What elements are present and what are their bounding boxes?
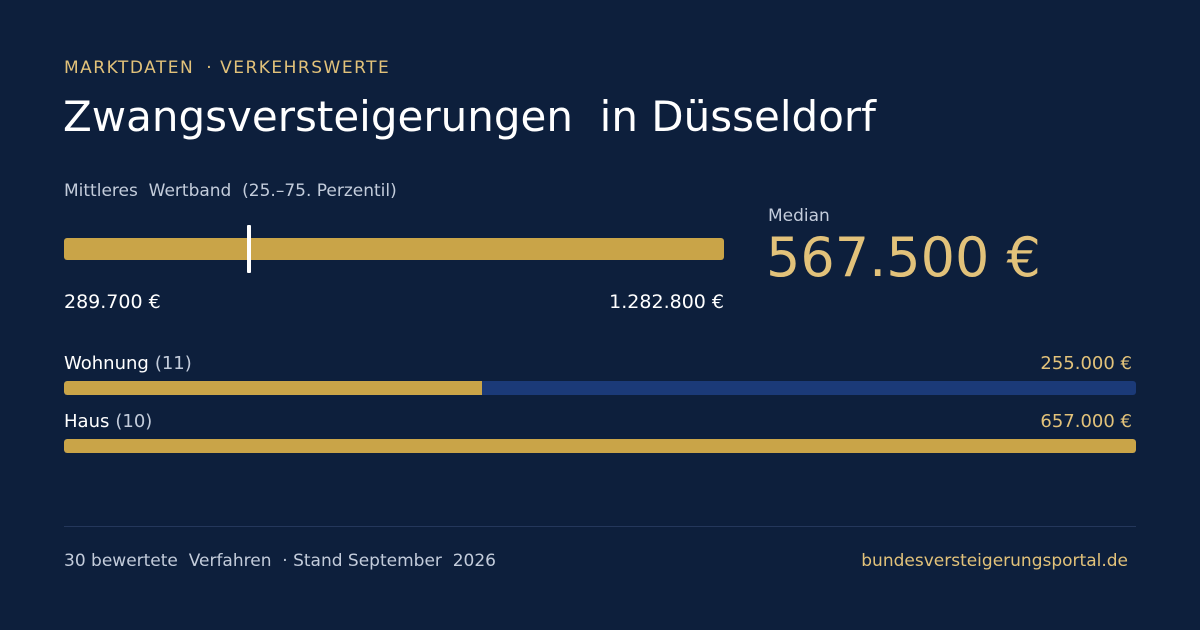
property-type-name: Wohnung (11): [64, 353, 192, 374]
value-band-low: 289.700 €: [64, 291, 161, 313]
footer-divider: [64, 526, 1136, 527]
property-type-count: (10): [115, 411, 153, 432]
value-band-high: 1.282.800 €: [609, 291, 724, 313]
property-type-name: Haus (10): [64, 411, 152, 432]
footer-meta: 30 bewertete Verfahren · Stand September…: [64, 551, 496, 571]
property-type-fill: [64, 381, 483, 395]
page-title: Zwangsversteigerungen in Düsseldorf: [63, 92, 876, 141]
eyebrow-category: MARKTDATEN: [64, 58, 195, 78]
property-type-fill: [64, 439, 1136, 453]
median-marker: [246, 225, 251, 273]
eyebrow: MARKTDATEN · VERKEHRSWERTE: [64, 58, 390, 78]
eyebrow-subcategory: · VERKEHRSWERTE: [206, 58, 391, 78]
value-band-bar: [64, 238, 724, 260]
property-type-label: Wohnung: [64, 353, 149, 374]
property-type-median: 255.000 €: [1040, 353, 1132, 374]
property-type-median: 657.000 €: [1040, 411, 1132, 432]
property-type-track: [64, 381, 1136, 395]
median-value: 567.500 €: [766, 226, 1041, 289]
property-type-track: [64, 439, 1136, 453]
median-label: Median: [768, 206, 830, 226]
footer-site-link[interactable]: bundesversteigerungsportal.de: [861, 551, 1128, 571]
value-band-label: Mittleres Wertband (25.–75. Perzentil): [64, 181, 397, 201]
property-type-label: Haus: [64, 411, 110, 432]
property-type-count: (11): [154, 353, 192, 374]
